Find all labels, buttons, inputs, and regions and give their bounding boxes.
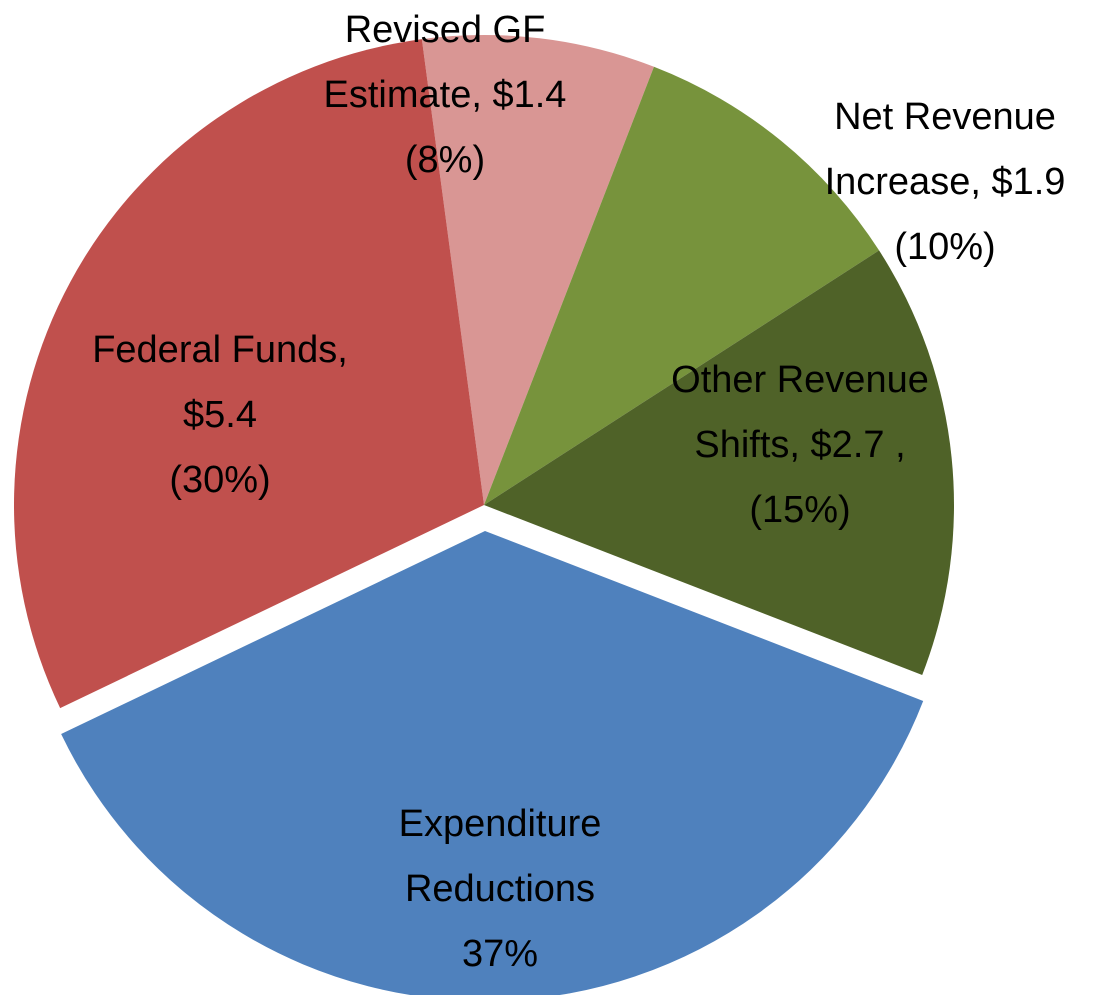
value-label: (10%) bbox=[894, 226, 996, 268]
category-label: Federal Funds, bbox=[92, 329, 348, 371]
category-label: Other Revenue Shifts, bbox=[671, 359, 929, 466]
pie-slice bbox=[13, 39, 484, 709]
category-label: Revised GF Estimate, bbox=[323, 9, 546, 116]
pie-slice bbox=[484, 250, 954, 675]
value-label: (30%) bbox=[169, 459, 271, 501]
slice-label: Revised GF Estimate, $1.4 (8%) bbox=[295, 0, 595, 193]
value-label: (15%) bbox=[749, 489, 851, 531]
amount-label: $1.4 bbox=[492, 74, 567, 116]
amount-label: $1.9 bbox=[991, 161, 1066, 203]
slice-label: Federal Funds, $5.4 (30%) bbox=[80, 318, 360, 513]
slice-label: Other Revenue Shifts, $2.7 , (15%) bbox=[665, 348, 935, 543]
slice-label: Net Revenue Increase, $1.9 (10%) bbox=[795, 85, 1095, 280]
category-label: Expenditure Reductions bbox=[398, 803, 602, 910]
slice-label: Expenditure Reductions 37% bbox=[325, 792, 675, 987]
category-label: Net Revenue Increase, bbox=[824, 96, 1056, 203]
value-label: (8%) bbox=[404, 139, 486, 181]
amount-label: $2.7 , bbox=[810, 424, 906, 466]
amount-label: $5.4 bbox=[183, 394, 257, 436]
pie-slice bbox=[484, 66, 880, 506]
pie-slice bbox=[61, 530, 924, 995]
pie-slice bbox=[421, 34, 654, 505]
value-label: 37% bbox=[461, 933, 539, 975]
